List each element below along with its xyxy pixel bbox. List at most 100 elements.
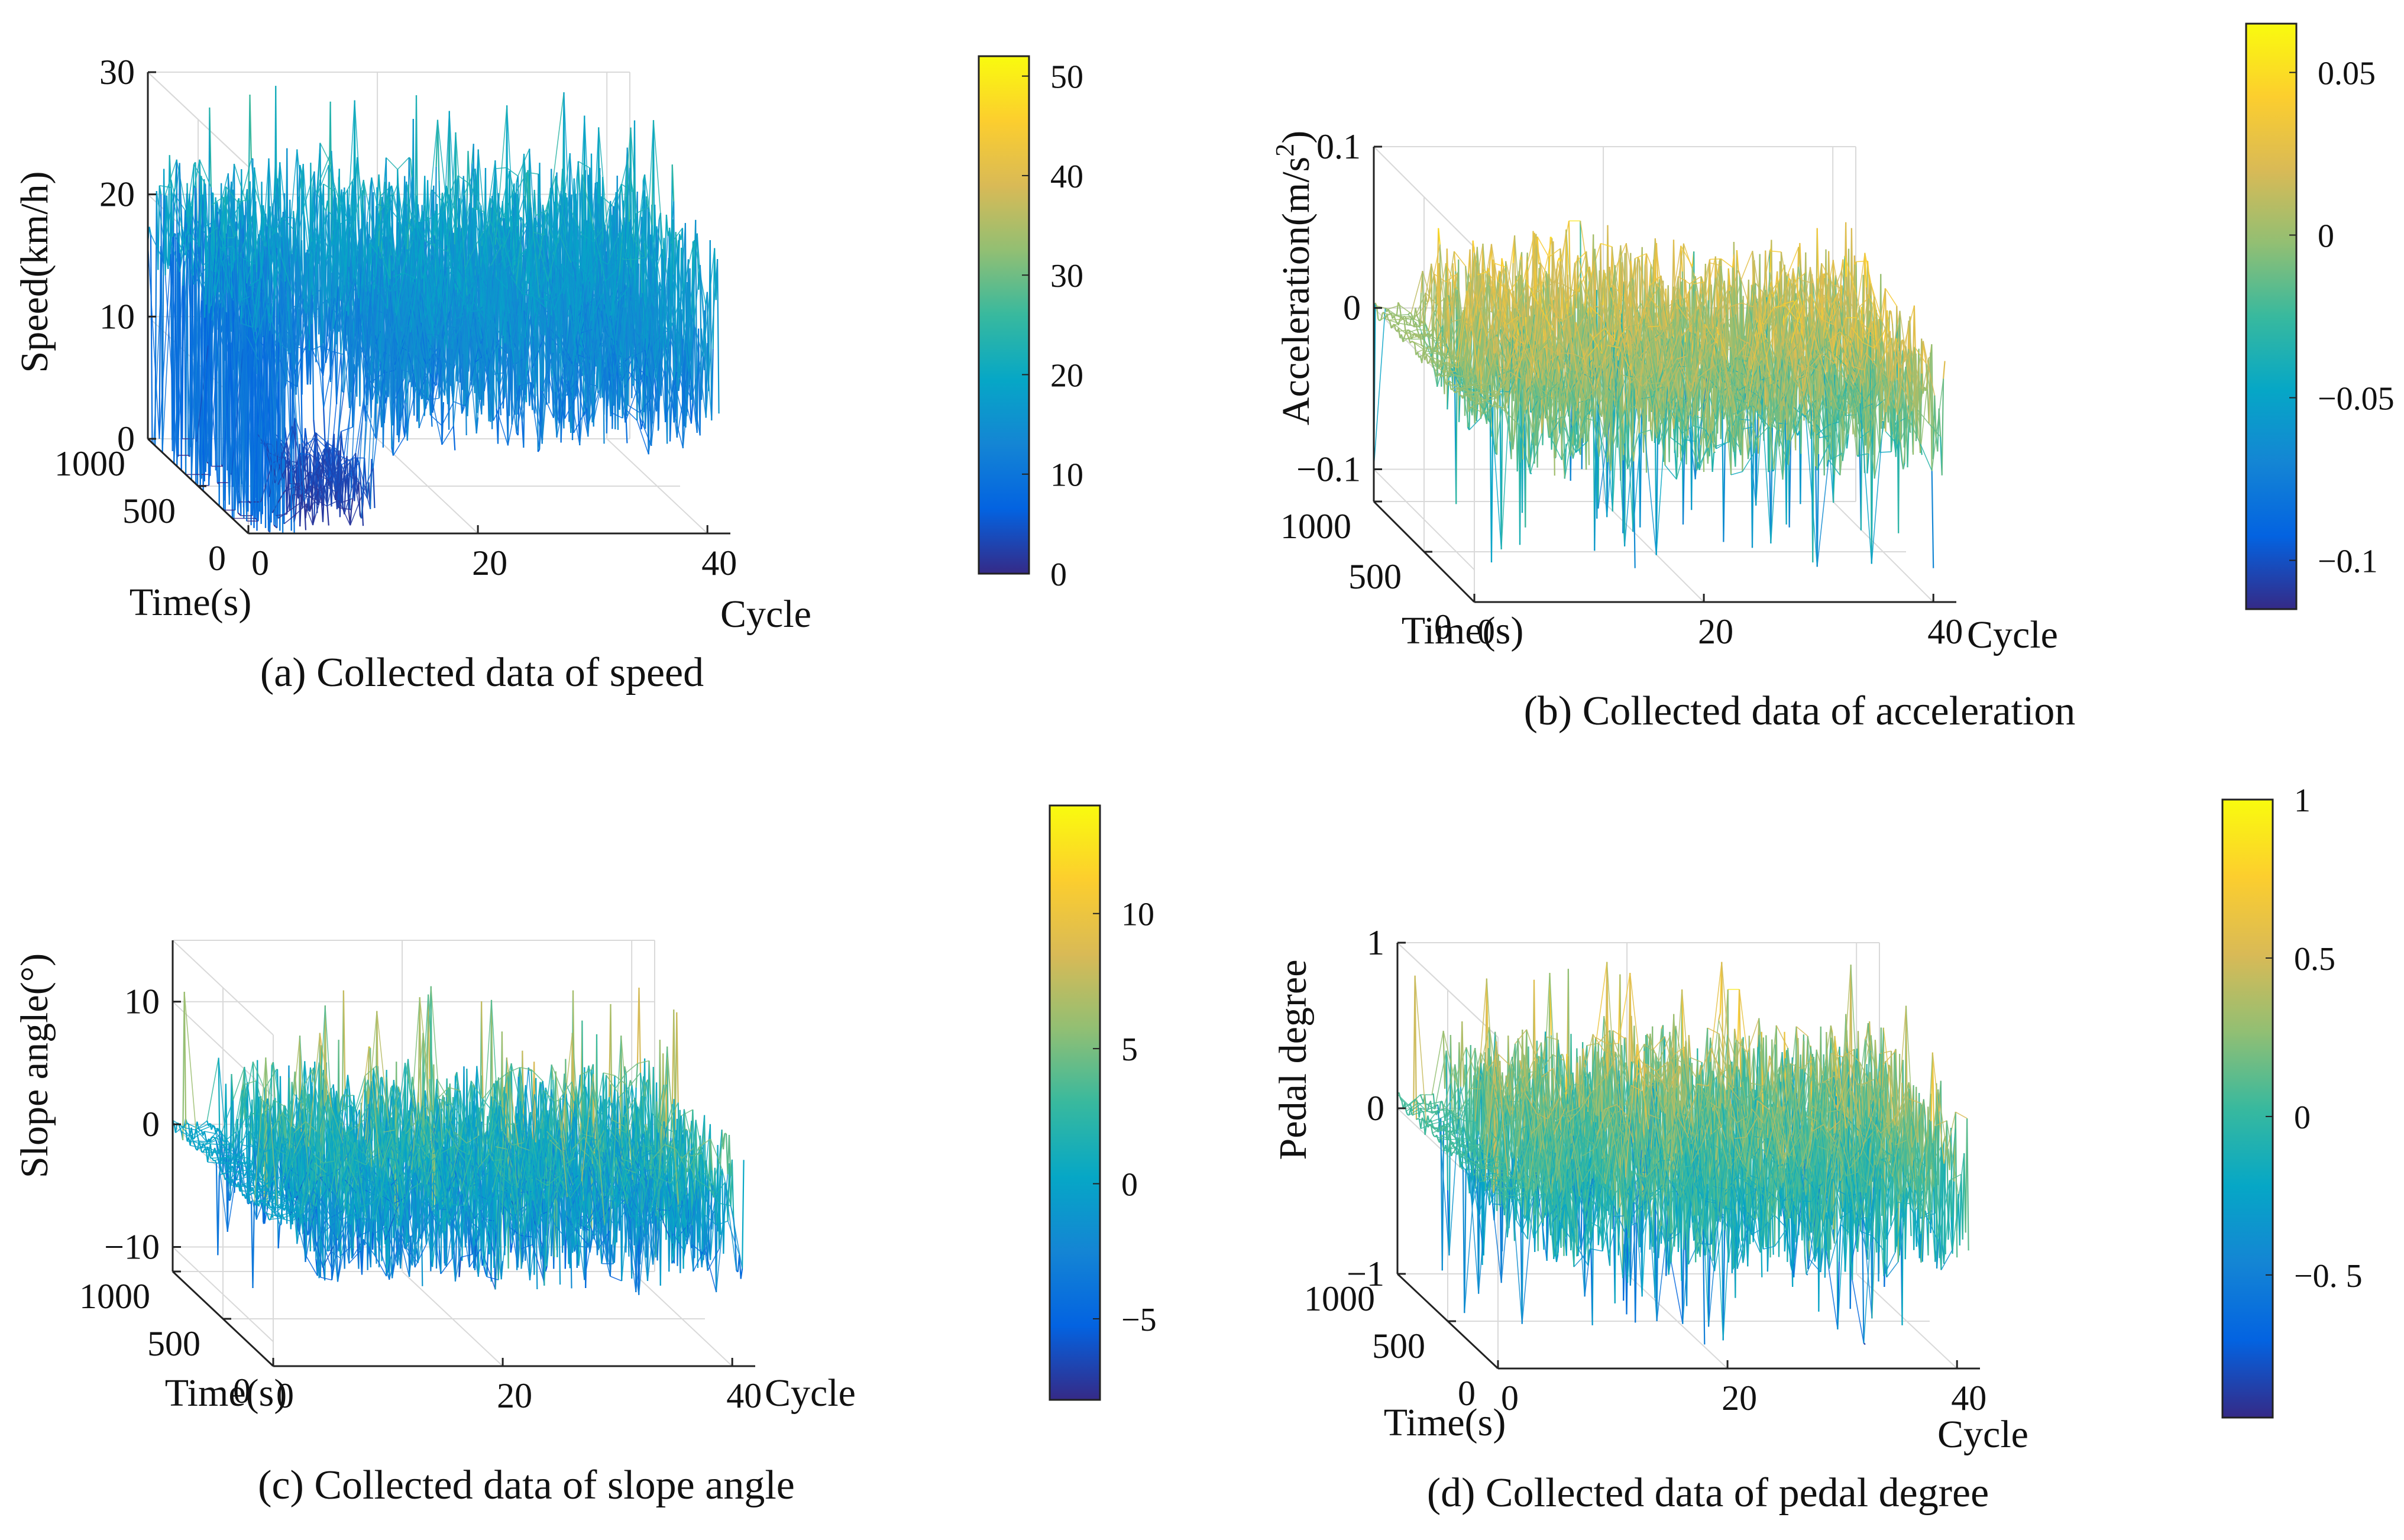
a-surface-cross	[564, 193, 577, 295]
a-surface-seg	[253, 215, 256, 264]
a-surface-cross	[367, 246, 380, 499]
a-surface-cross	[269, 257, 282, 532]
a-surface-cross	[283, 217, 296, 232]
a-surface-seg	[671, 164, 675, 202]
a-surface-cross	[521, 232, 534, 293]
a-surface-cross	[433, 335, 445, 341]
a-surface-cross	[342, 276, 355, 317]
a-surface-cross	[269, 237, 282, 331]
b-surface-seg	[1865, 352, 1868, 474]
a-surface-cross	[613, 256, 626, 406]
a-surface-cross	[285, 149, 298, 281]
a-ytick-label-2: 1000	[54, 444, 125, 483]
a-surface-cross	[167, 163, 180, 269]
a-surface-cross	[545, 307, 558, 438]
a-surface-cross	[361, 253, 374, 519]
a-surface-cross	[390, 279, 403, 370]
a-surface-seg	[295, 261, 299, 347]
a-surface-cross	[423, 205, 436, 253]
a-surface-cross	[164, 275, 177, 455]
a-surface-cross	[593, 367, 606, 419]
a-surface-cross	[504, 247, 516, 364]
a-surface-cross	[340, 299, 353, 390]
a-surface-cross	[522, 293, 534, 297]
a-surface-cross	[512, 274, 525, 296]
a-surface-cross	[384, 315, 397, 370]
a-surface-cross	[496, 408, 509, 446]
a-surface-cross	[449, 304, 462, 414]
a-surface-seg	[148, 227, 151, 235]
a-surface-seg	[651, 292, 653, 446]
a-surface-cross	[484, 212, 497, 259]
a-surface-cross	[222, 248, 235, 261]
panel-speed: 0 20 40 0 500 1000 0 10 20 30 0 10 20 30 40 50 Speed(k…	[0, 0, 1202, 770]
a-surface-cross	[682, 240, 695, 290]
a-surface-seg	[372, 468, 376, 509]
a-surface-seg	[321, 359, 325, 409]
a-surface-cross	[543, 176, 556, 216]
a-surface-seg	[577, 161, 581, 193]
a-surface-cross	[231, 202, 243, 263]
a-surface-seg	[190, 276, 194, 480]
a-surface-seg	[604, 305, 608, 367]
b-surface-seg	[1943, 361, 1946, 379]
a-surface-cross	[194, 257, 206, 305]
a-surface-cross	[546, 251, 559, 375]
a-surface-cross	[364, 284, 377, 458]
a-surface-cross	[444, 318, 457, 341]
a-surface-cross	[238, 296, 250, 302]
a-surface-cross	[173, 215, 186, 464]
a-surface-seg	[158, 185, 162, 195]
a-surface-cross	[268, 323, 282, 452]
a-surface-cross	[530, 382, 543, 441]
a-surface-cross	[427, 309, 439, 333]
a-surface-cross	[504, 285, 517, 397]
a-surface-cross	[392, 193, 405, 241]
a-surface-seg	[439, 360, 443, 445]
a-surface-cross	[653, 244, 666, 371]
a-surface-seg	[681, 247, 684, 290]
a-surface-cross	[271, 444, 284, 479]
a-surface-cross	[585, 382, 597, 387]
a-surface-cross	[532, 213, 545, 297]
a-xtick-label-0: 0	[251, 543, 269, 583]
a-surface-seg	[464, 309, 467, 436]
a-surface-cross	[161, 234, 174, 453]
a-surface-cross	[214, 233, 227, 296]
a-surface-cross	[536, 238, 549, 282]
a-surface-cross	[316, 164, 329, 196]
a-surface-seg	[249, 94, 252, 160]
a-surface-seg	[517, 386, 520, 436]
a-surface-cross	[651, 335, 664, 446]
a-surface-cross	[520, 223, 533, 368]
a-surface-cross	[403, 198, 416, 224]
a-surface-cross	[610, 260, 622, 261]
a-surface-cross	[590, 348, 603, 360]
a-surface-seg	[452, 426, 456, 451]
a-surface-cross	[315, 437, 328, 449]
a-surface-seg	[348, 244, 352, 408]
a-surface-cross	[315, 432, 328, 443]
a-surface-cross	[398, 325, 410, 328]
a-surface-cross	[452, 241, 465, 264]
a-surface-cross	[294, 253, 307, 368]
a-surface-cross	[513, 221, 526, 369]
a-surface-cross	[237, 199, 250, 203]
a-surface-cross	[556, 380, 569, 438]
a-box-top-left	[147, 72, 249, 167]
a-surface-cross	[633, 350, 645, 357]
a-surface-cross	[225, 186, 238, 203]
a-surface-seg	[675, 232, 678, 250]
a-surface-cross	[446, 261, 459, 299]
a-surface-cross	[604, 269, 617, 282]
a-surface-cross	[639, 416, 652, 447]
a-surface-seg	[167, 155, 170, 269]
a-surface-cross	[587, 276, 600, 437]
a-surface-cross	[625, 409, 638, 421]
a-surface-cross	[346, 277, 358, 296]
a-surface-seg	[712, 248, 716, 349]
a-surface-cross	[590, 198, 603, 361]
a-surface-cross	[156, 190, 169, 269]
a-surface-cross	[642, 244, 655, 422]
a-surface-seg	[300, 337, 303, 444]
